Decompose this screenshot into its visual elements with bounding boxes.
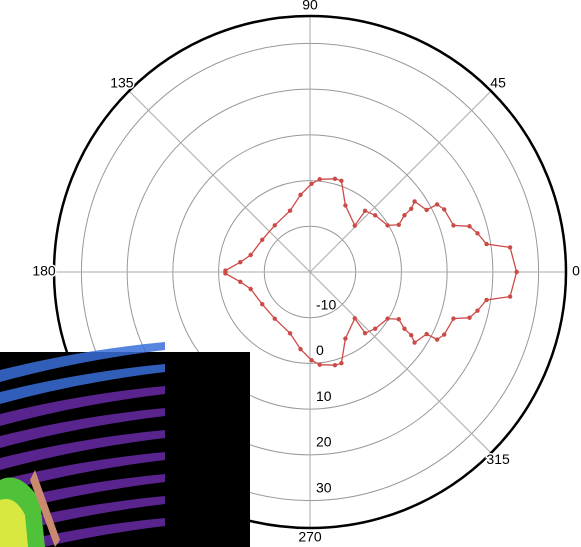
- data-point: [248, 252, 253, 258]
- angle-label: 45: [490, 75, 506, 91]
- data-point: [467, 315, 472, 320]
- data-point: [317, 177, 322, 182]
- data-point: [396, 222, 401, 227]
- data-point: [287, 208, 293, 213]
- data-point: [362, 330, 368, 336]
- data-point: [298, 192, 303, 198]
- data-point: [272, 316, 277, 321]
- data-point: [408, 206, 414, 211]
- data-point: [408, 333, 414, 338]
- grid-spoke: [309, 90, 492, 273]
- data-point: [260, 302, 265, 307]
- radial-tick-label: 0: [316, 342, 324, 358]
- data-point: [434, 202, 440, 207]
- data-point: [424, 331, 429, 337]
- angle-label: 90: [302, 0, 318, 13]
- data-point: [309, 181, 314, 186]
- angle-label: 180: [32, 263, 56, 279]
- data-point: [475, 231, 480, 236]
- angle-label: 315: [486, 451, 510, 467]
- inset-stripe: [0, 496, 165, 536]
- inset-stripe: [0, 430, 165, 470]
- data-point: [484, 241, 489, 247]
- inset-stripe: [0, 474, 165, 514]
- data-point: [352, 223, 357, 228]
- inset-stripe: [0, 364, 165, 404]
- inset-yellow: [0, 499, 28, 547]
- data-point: [272, 223, 277, 228]
- data-point: [343, 203, 348, 208]
- inset-stripe: [0, 452, 165, 492]
- data-point: [385, 316, 390, 321]
- data-point: [332, 362, 338, 368]
- data-point: [332, 176, 338, 182]
- inset-stripe: [0, 342, 165, 382]
- angle-label: 135: [110, 75, 134, 91]
- data-point: [362, 208, 368, 214]
- angle-label: 0: [572, 263, 580, 279]
- data-point: [424, 207, 429, 213]
- data-point: [317, 362, 322, 367]
- data-point: [507, 245, 513, 250]
- data-point: [442, 332, 447, 337]
- data-point: [223, 271, 228, 276]
- data-point: [352, 316, 357, 321]
- data-point: [402, 326, 407, 331]
- data-point: [402, 213, 407, 218]
- inset-stripe: [0, 408, 165, 448]
- data-point: [442, 207, 447, 212]
- data-point: [238, 279, 243, 284]
- data-point: [373, 213, 378, 218]
- data-point: [248, 286, 253, 292]
- radial-tick-label: 30: [316, 479, 332, 495]
- data-point: [260, 237, 265, 242]
- inset-image: [0, 342, 250, 547]
- data-point: [339, 361, 344, 366]
- data-point: [484, 297, 489, 303]
- data-point: [507, 294, 513, 299]
- data-point: [475, 308, 480, 313]
- data-point: [412, 199, 417, 204]
- data-point: [412, 340, 417, 345]
- data-point: [238, 260, 243, 265]
- data-point: [385, 223, 390, 228]
- data-point: [396, 317, 401, 322]
- data-point: [287, 331, 293, 336]
- outer-circle: [52, 14, 568, 530]
- inset-dark: [165, 352, 250, 547]
- data-point: [343, 336, 348, 341]
- radial-tick-label: -10: [316, 296, 336, 312]
- data-point: [451, 316, 456, 321]
- angle-label: 270: [298, 529, 322, 545]
- data-point: [451, 223, 456, 228]
- inset-edge: [30, 470, 60, 547]
- grid-spoke: [128, 90, 311, 273]
- radial-tick-label: 20: [316, 434, 332, 450]
- data-point: [434, 337, 440, 342]
- data-point: [373, 326, 378, 331]
- grid-spoke: [309, 271, 492, 454]
- data-point: [514, 269, 519, 275]
- inset-stripe: [0, 386, 165, 426]
- data-point: [298, 346, 303, 352]
- data-point: [309, 358, 314, 363]
- data-point: [467, 224, 472, 229]
- radial-tick-label: 10: [316, 388, 332, 404]
- data-point: [339, 178, 344, 183]
